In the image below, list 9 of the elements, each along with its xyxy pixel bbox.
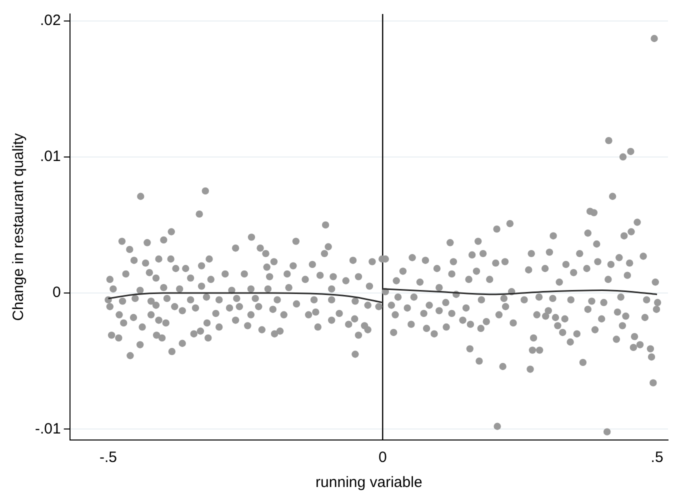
x-tick-label: .5 <box>650 449 664 466</box>
y-tick-label: .01 <box>40 148 61 166</box>
y-tick-label: .02 <box>40 12 61 29</box>
x-tick-label: -.5 <box>100 449 118 466</box>
x-axis-title: running variable <box>316 474 422 492</box>
x-tick-label: 0 <box>378 449 387 466</box>
y-tick-label: -.01 <box>34 420 61 438</box>
y-tick-label: 0 <box>52 284 61 302</box>
y-axis-title: Change in restaurant quality <box>10 132 28 321</box>
